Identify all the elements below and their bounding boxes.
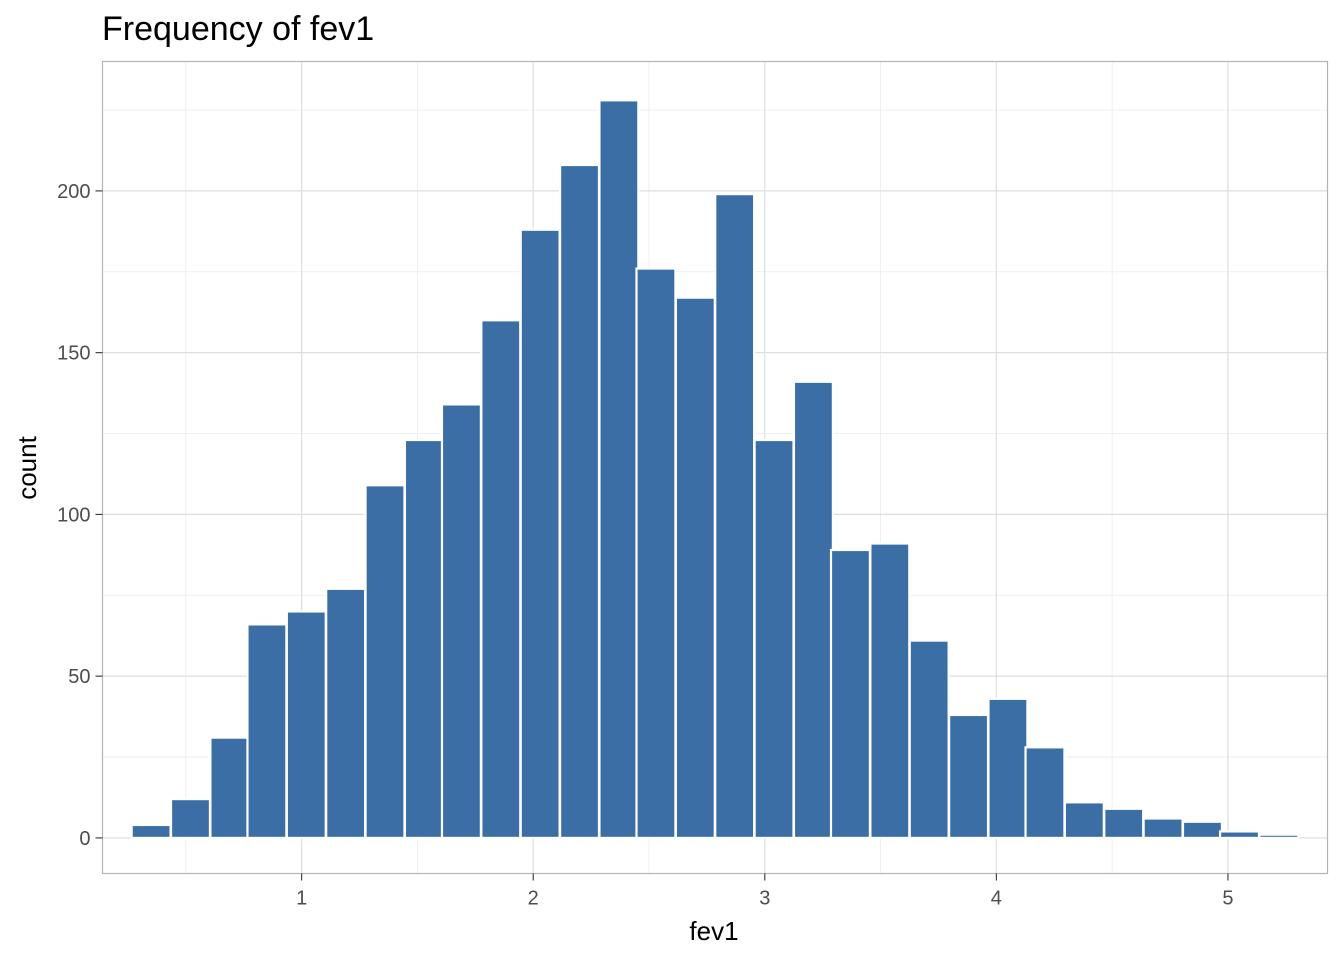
histogram-bar xyxy=(1181,820,1224,840)
histogram-bar xyxy=(403,438,445,840)
histogram-bar xyxy=(285,610,327,840)
histogram-bar xyxy=(169,797,212,840)
histogram-bars xyxy=(130,99,1300,840)
chart-title: Frequency of fev1 xyxy=(102,10,374,48)
y-tick-label: 150 xyxy=(57,343,90,365)
plot-border xyxy=(101,60,1329,875)
y-axis-title: count xyxy=(12,435,42,499)
histogram-bar xyxy=(558,163,601,840)
y-tick-label: 50 xyxy=(68,666,90,688)
histogram-bar xyxy=(948,713,990,840)
x-tick-label: 2 xyxy=(528,888,539,910)
histogram-bar xyxy=(792,380,834,840)
histogram-bar xyxy=(1142,817,1184,840)
y-tick-label: 0 xyxy=(79,828,90,850)
y-tick-label: 100 xyxy=(57,504,90,526)
x-axis-ticks: 1 2 3 4 5 xyxy=(296,873,1233,910)
histogram-bar xyxy=(987,697,1029,840)
x-tick-label: 3 xyxy=(759,888,770,910)
y-tick-label: 200 xyxy=(57,181,90,203)
histogram-bar xyxy=(908,639,950,840)
histogram-bar xyxy=(246,623,288,840)
histogram-bar xyxy=(1063,801,1105,840)
histogram-bar xyxy=(635,267,677,840)
histogram-bar xyxy=(598,99,640,840)
y-axis-ticks: 0 50 100 150 200 xyxy=(57,181,103,850)
x-tick-label: 1 xyxy=(296,888,307,910)
histogram-bar xyxy=(1024,746,1066,840)
histogram-bar xyxy=(130,823,172,840)
histogram-bar xyxy=(364,484,406,840)
histogram-bar xyxy=(674,296,716,840)
histogram-bar xyxy=(869,542,911,840)
x-tick-label: 4 xyxy=(991,888,1002,910)
histogram-bar xyxy=(325,587,367,840)
histogram-bar xyxy=(753,438,795,840)
histogram-bar xyxy=(714,193,756,840)
histogram-bar xyxy=(440,403,482,840)
histogram-bar xyxy=(480,319,522,840)
histogram-bar xyxy=(519,228,561,840)
histogram-bar xyxy=(1103,807,1145,840)
histogram-bar xyxy=(1218,830,1261,840)
histogram-bar xyxy=(1258,833,1300,840)
x-axis-title: fev1 xyxy=(689,916,738,946)
x-tick-label: 5 xyxy=(1222,888,1233,910)
histogram-bar xyxy=(209,736,251,840)
histogram-bar xyxy=(829,548,872,840)
